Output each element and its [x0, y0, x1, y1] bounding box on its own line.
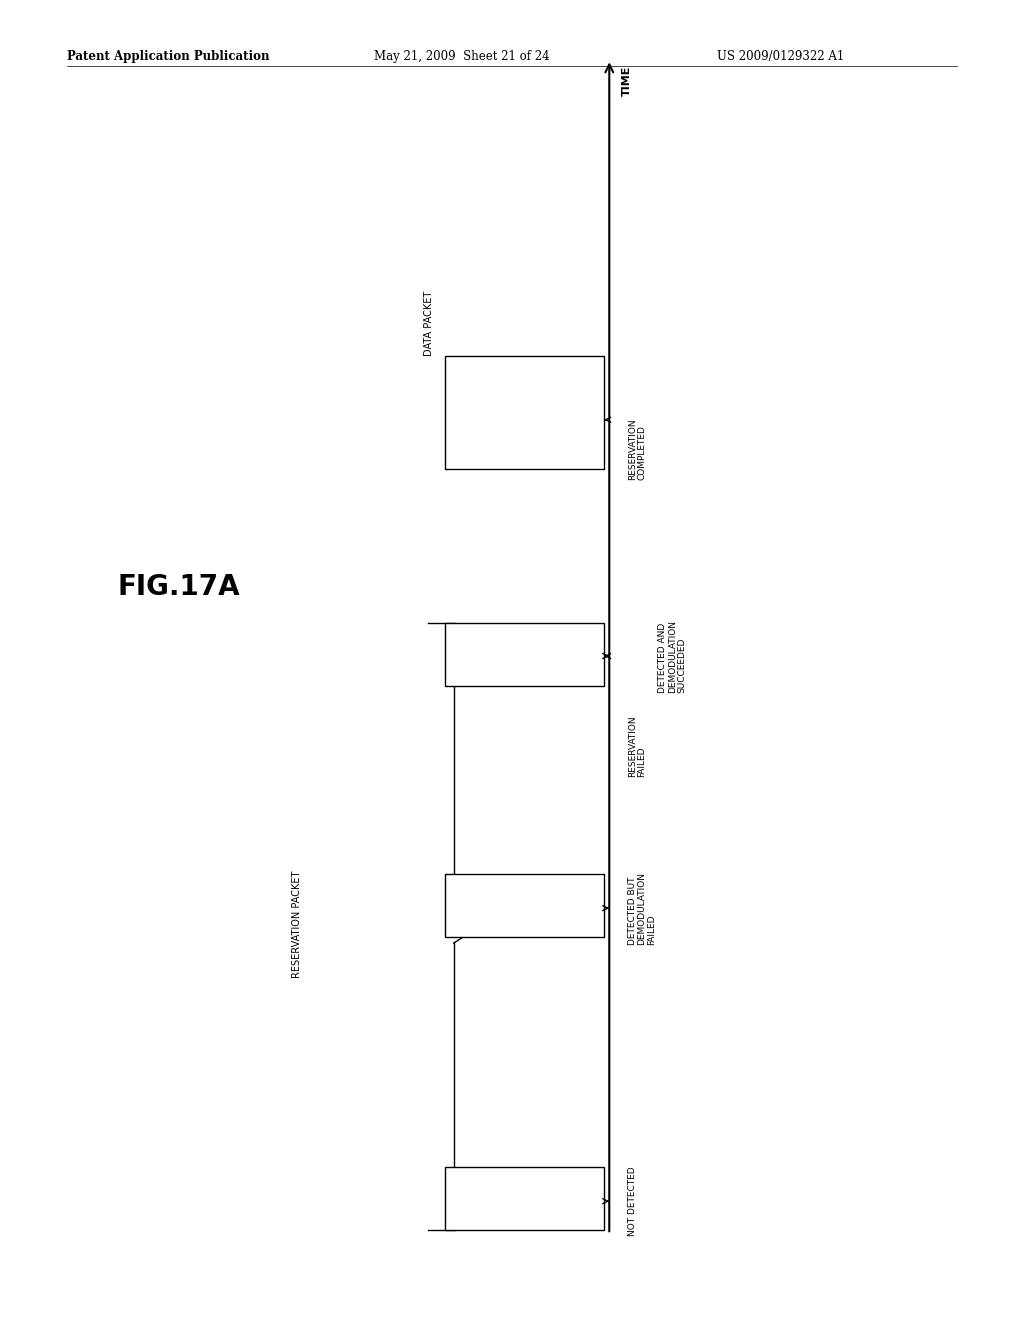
- Bar: [445, 623, 604, 686]
- Text: DETECTED AND
DEMODULATION
SUCCEEDED: DETECTED AND DEMODULATION SUCCEEDED: [658, 619, 687, 693]
- Text: RESERVATION PACKET: RESERVATION PACKET: [292, 870, 302, 978]
- Text: US 2009/0129322 A1: US 2009/0129322 A1: [717, 50, 844, 63]
- Text: TIME: TIME: [622, 66, 632, 96]
- Text: NOT DETECTED: NOT DETECTED: [628, 1167, 637, 1236]
- Bar: [445, 874, 604, 937]
- Text: May 21, 2009  Sheet 21 of 24: May 21, 2009 Sheet 21 of 24: [374, 50, 550, 63]
- Text: RESERVATION
COMPLETED: RESERVATION COMPLETED: [628, 418, 646, 479]
- Text: DATA PACKET: DATA PACKET: [424, 290, 434, 356]
- Text: DETECTED BUT
DEMODULATION
FAILED: DETECTED BUT DEMODULATION FAILED: [628, 871, 656, 945]
- Text: RESERVATION
FAILED: RESERVATION FAILED: [628, 715, 646, 776]
- Text: Patent Application Publication: Patent Application Publication: [67, 50, 269, 63]
- Bar: [445, 356, 604, 469]
- Text: FIG.17A: FIG.17A: [118, 573, 241, 602]
- Bar: [445, 1167, 604, 1230]
